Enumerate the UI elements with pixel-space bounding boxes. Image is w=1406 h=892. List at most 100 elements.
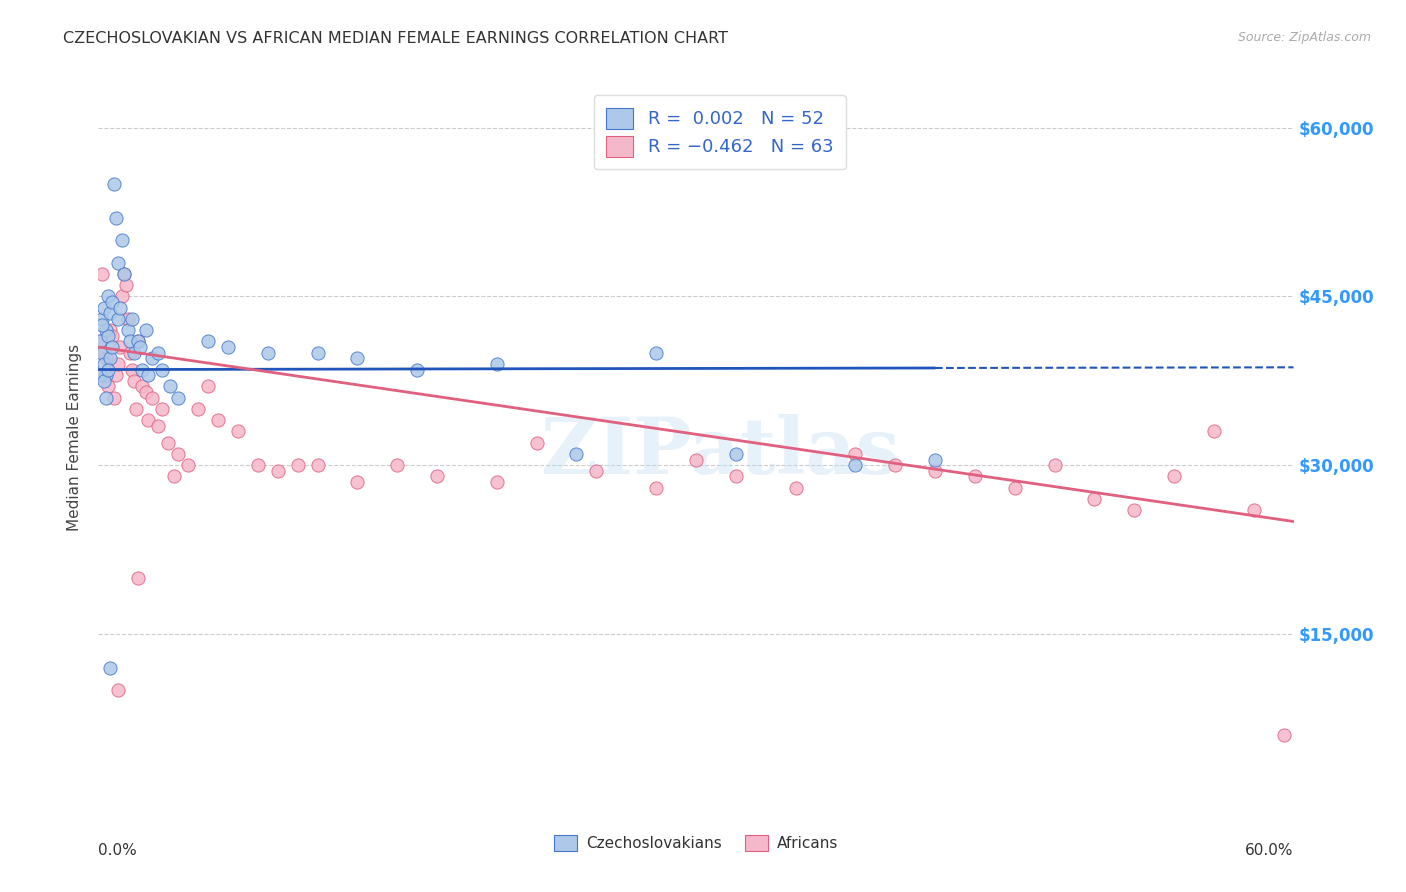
- Point: [287, 458, 309, 473]
- Point: [724, 469, 747, 483]
- Point: [101, 295, 124, 310]
- Point: [565, 447, 588, 461]
- Point: [93, 357, 115, 371]
- Point: [101, 328, 124, 343]
- Point: [107, 357, 129, 371]
- Point: [426, 469, 449, 483]
- Point: [141, 391, 163, 405]
- Point: [385, 458, 409, 473]
- Point: [115, 278, 138, 293]
- Point: [785, 481, 807, 495]
- Point: [135, 323, 157, 337]
- Point: [150, 401, 173, 416]
- Y-axis label: Median Female Earnings: Median Female Earnings: [67, 343, 83, 531]
- Point: [91, 318, 114, 332]
- Point: [267, 464, 290, 478]
- Text: 60.0%: 60.0%: [1246, 843, 1294, 858]
- Point: [307, 345, 329, 359]
- Point: [91, 368, 114, 383]
- Point: [159, 379, 181, 393]
- Point: [105, 211, 128, 225]
- Point: [1163, 469, 1185, 483]
- Point: [226, 425, 249, 439]
- Point: [135, 385, 157, 400]
- Point: [96, 368, 118, 383]
- Point: [117, 312, 139, 326]
- Text: 0.0%: 0.0%: [98, 843, 138, 858]
- Point: [91, 345, 114, 359]
- Point: [844, 447, 866, 461]
- Point: [93, 301, 115, 315]
- Point: [110, 340, 132, 354]
- Point: [346, 475, 368, 489]
- Point: [117, 323, 139, 337]
- Point: [93, 374, 115, 388]
- Point: [197, 379, 219, 393]
- Point: [121, 362, 143, 376]
- Point: [124, 374, 146, 388]
- Point: [207, 413, 229, 427]
- Point: [96, 351, 118, 366]
- Point: [107, 255, 129, 269]
- Point: [125, 401, 148, 416]
- Point: [136, 368, 159, 383]
- Point: [645, 481, 668, 495]
- Point: [526, 435, 548, 450]
- Point: [157, 435, 180, 450]
- Point: [98, 351, 122, 366]
- Point: [93, 345, 115, 359]
- Point: [131, 362, 153, 376]
- Point: [127, 334, 149, 349]
- Point: [148, 345, 170, 359]
- Point: [924, 452, 946, 467]
- Point: [1043, 458, 1066, 473]
- Point: [1272, 728, 1295, 742]
- Point: [101, 340, 124, 354]
- Point: [884, 458, 907, 473]
- Point: [98, 661, 122, 675]
- Text: Source: ZipAtlas.com: Source: ZipAtlas.com: [1237, 31, 1371, 45]
- Point: [96, 391, 118, 405]
- Point: [89, 334, 111, 349]
- Point: [89, 368, 111, 383]
- Point: [167, 447, 190, 461]
- Point: [963, 469, 986, 483]
- Point: [127, 571, 149, 585]
- Point: [217, 340, 239, 354]
- Point: [97, 362, 120, 376]
- Point: [167, 391, 190, 405]
- Point: [89, 334, 111, 349]
- Text: ZIPatlas: ZIPatlas: [540, 414, 900, 490]
- Point: [111, 233, 134, 247]
- Point: [97, 289, 120, 303]
- Point: [1202, 425, 1225, 439]
- Point: [98, 323, 122, 337]
- Point: [307, 458, 329, 473]
- Point: [127, 334, 149, 349]
- Point: [111, 289, 134, 303]
- Point: [256, 345, 278, 359]
- Point: [1243, 503, 1265, 517]
- Point: [131, 379, 153, 393]
- Point: [148, 418, 170, 433]
- Point: [406, 362, 429, 376]
- Point: [112, 267, 135, 281]
- Point: [107, 683, 129, 698]
- Point: [585, 464, 607, 478]
- Point: [91, 312, 114, 326]
- Point: [1083, 491, 1105, 506]
- Point: [141, 351, 163, 366]
- Point: [91, 267, 114, 281]
- Point: [112, 267, 135, 281]
- Point: [924, 464, 946, 478]
- Legend: Czechoslovakians, Africans: Czechoslovakians, Africans: [548, 830, 844, 857]
- Point: [724, 447, 747, 461]
- Point: [129, 340, 152, 354]
- Point: [844, 458, 866, 473]
- Point: [645, 345, 668, 359]
- Point: [1123, 503, 1146, 517]
- Point: [150, 362, 173, 376]
- Point: [103, 391, 125, 405]
- Point: [97, 379, 120, 393]
- Point: [485, 357, 508, 371]
